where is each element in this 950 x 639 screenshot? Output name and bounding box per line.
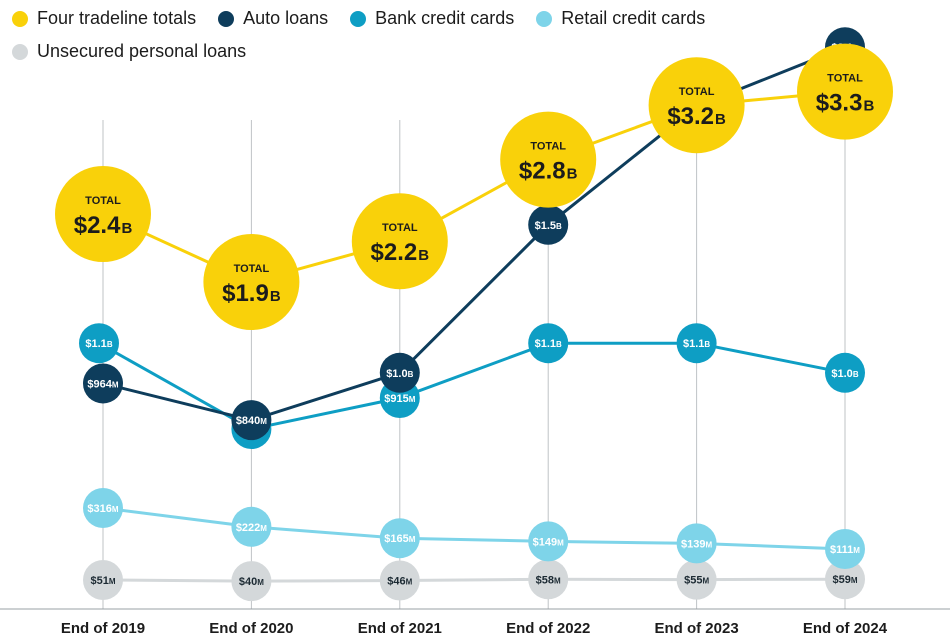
- data-label-bank-end-of-2024: $1.0B: [831, 368, 858, 380]
- marker-auto-end-of-2021: [379, 352, 420, 393]
- marker-unsecured-end-of-2019: [83, 560, 123, 600]
- legend-label-retail-cards: Retail credit cards: [561, 8, 706, 28]
- data-label-retail-end-of-2020: $222M: [236, 522, 267, 534]
- marker-bank-end-of-2024: [825, 352, 865, 393]
- data-label-totals-end-of-2019: $2.4B: [74, 212, 133, 239]
- x-tick-end-of-2023: End of 2023: [654, 620, 738, 637]
- data-label-auto-end-of-2020: $840M: [236, 415, 267, 427]
- marker-unsecured-end-of-2022: [528, 559, 569, 600]
- total-caption-end-of-2024: TOTAL: [827, 73, 863, 85]
- legend-swatch-retail-cards: [536, 10, 553, 27]
- series-markers-four-tradeline-totals: TOTAL $2.4B TOTAL $1.9B TOTAL $2.2B TOTAL $2.8B…: [55, 43, 893, 330]
- legend-item-bank-cards: Bank credit cards: [350, 8, 514, 29]
- marker-retail-end-of-2024: [825, 529, 865, 569]
- data-label-retail-end-of-2019: $316M: [87, 503, 118, 515]
- total-caption-end-of-2019: TOTAL: [85, 195, 121, 207]
- legend-item-auto-loans: Auto loans: [218, 8, 328, 29]
- marker-auto-end-of-2019: [83, 363, 123, 404]
- marker-totals-end-of-2024: [797, 43, 893, 140]
- x-tick-end-of-2022: End of 2022: [506, 620, 590, 637]
- marker-retail-end-of-2023: [676, 523, 717, 564]
- x-tick-end-of-2020: End of 2020: [209, 620, 293, 637]
- legend-label-totals: Four tradeline totals: [37, 8, 197, 28]
- data-label-retail-end-of-2024: $111M: [830, 544, 860, 556]
- legend-label-auto-loans: Auto loans: [243, 8, 329, 28]
- total-caption-end-of-2020: TOTAL: [234, 263, 270, 275]
- marker-auto-end-of-2020: [231, 400, 272, 441]
- marker-totals-end-of-2022: [500, 111, 597, 208]
- data-label-unsecured-end-of-2020: $40M: [239, 576, 264, 588]
- data-label-totals-end-of-2023: $3.2B: [667, 103, 726, 130]
- marker-unsecured-end-of-2021: [379, 560, 420, 601]
- series-line-bank-credit-cards: [98, 341, 846, 431]
- x-tick-end-of-2021: End of 2021: [358, 620, 442, 637]
- marker-unsecured-end-of-2024: [825, 559, 865, 600]
- legend-swatch-totals: [12, 10, 28, 27]
- legend-item-totals: Four tradeline totals: [12, 8, 196, 29]
- marker-unsecured-end-of-2020: [231, 561, 272, 602]
- total-caption-end-of-2022: TOTAL: [530, 141, 566, 153]
- marker-retail-end-of-2022: [528, 521, 569, 562]
- data-label-auto-end-of-2021: $1.0B: [386, 368, 413, 380]
- marker-totals-end-of-2019: [55, 166, 151, 262]
- data-label-totals-end-of-2021: $2.2B: [371, 239, 430, 266]
- marker-retail-end-of-2020: [231, 506, 272, 547]
- series-markers-unsecured-personal-loans: $51M $40M $46M $58M $55M $59M: [83, 559, 865, 602]
- data-label-bank-end-of-2021: $915M: [384, 393, 415, 405]
- data-label-unsecured-end-of-2019: $51M: [90, 575, 115, 587]
- legend-label-bank-cards: Bank credit cards: [375, 8, 515, 28]
- data-label-retail-end-of-2021: $165M: [384, 533, 415, 545]
- legend-swatch-unsecured-loans: [12, 43, 28, 60]
- series-markers-retail-credit-cards: $316M $222M $165M $149M $139M $111M: [83, 488, 865, 569]
- marker-unsecured-end-of-2023: [676, 559, 717, 600]
- legend-label-unsecured-loans: Unsecured personal loans: [37, 41, 247, 61]
- data-label-bank-end-of-2022: $1.1B: [535, 338, 562, 350]
- marker-totals-end-of-2021: [351, 193, 448, 290]
- marker-retail-end-of-2019: [83, 488, 123, 528]
- data-label-unsecured-end-of-2023: $55M: [684, 575, 709, 587]
- data-label-auto-end-of-2019: $964M: [87, 378, 118, 390]
- marker-retail-end-of-2021: [379, 518, 420, 559]
- data-label-totals-end-of-2024: $3.3B: [816, 90, 875, 117]
- series-line-unsecured-personal-loans: [102, 577, 846, 583]
- series-markers-auto-loans: $964M$840M$1.0B$1.5B$1.9B$2.1B: [83, 27, 865, 441]
- data-label-auto-end-of-2022: $1.5B: [535, 220, 562, 232]
- series-line-retail-credit-cards: [102, 506, 846, 551]
- total-caption-end-of-2021: TOTAL: [382, 222, 418, 234]
- total-caption-end-of-2023: TOTAL: [679, 86, 715, 98]
- data-label-unsecured-end-of-2022: $58M: [536, 574, 561, 586]
- chart-legend: Four tradeline totals Auto loans Bank cr…: [12, 8, 912, 62]
- data-label-unsecured-end-of-2024: $59M: [832, 574, 857, 586]
- data-label-totals-end-of-2022: $2.8B: [519, 158, 578, 185]
- legend-item-unsecured-loans: Unsecured personal loans: [12, 41, 246, 62]
- legend-swatch-auto-loans: [218, 10, 235, 27]
- marker-totals-end-of-2020: [203, 234, 300, 330]
- x-tick-end-of-2019: End of 2019: [61, 620, 145, 637]
- legend-swatch-bank-cards: [350, 10, 367, 27]
- data-label-bank-end-of-2019: $1.1B: [85, 338, 112, 350]
- data-label-totals-end-of-2020: $1.9B: [222, 280, 281, 307]
- data-label-retail-end-of-2023: $139M: [681, 538, 712, 550]
- marker-totals-end-of-2023: [648, 57, 745, 154]
- marker-bank-end-of-2022: [528, 323, 569, 364]
- marker-auto-end-of-2022: [528, 204, 569, 245]
- marker-bank-end-of-2019: [79, 323, 119, 364]
- data-label-unsecured-end-of-2021: $46M: [387, 576, 412, 588]
- data-label-retail-end-of-2022: $149M: [533, 536, 564, 548]
- data-label-bank-end-of-2023: $1.1B: [683, 338, 710, 350]
- legend-item-retail-cards: Retail credit cards: [536, 8, 705, 29]
- series-markers-bank-credit-cards: $1.1B$810M$915M$1.1B$1.1B$1.0B: [79, 323, 865, 450]
- marker-bank-end-of-2023: [676, 323, 717, 364]
- x-tick-end-of-2024: End of 2024: [803, 620, 888, 637]
